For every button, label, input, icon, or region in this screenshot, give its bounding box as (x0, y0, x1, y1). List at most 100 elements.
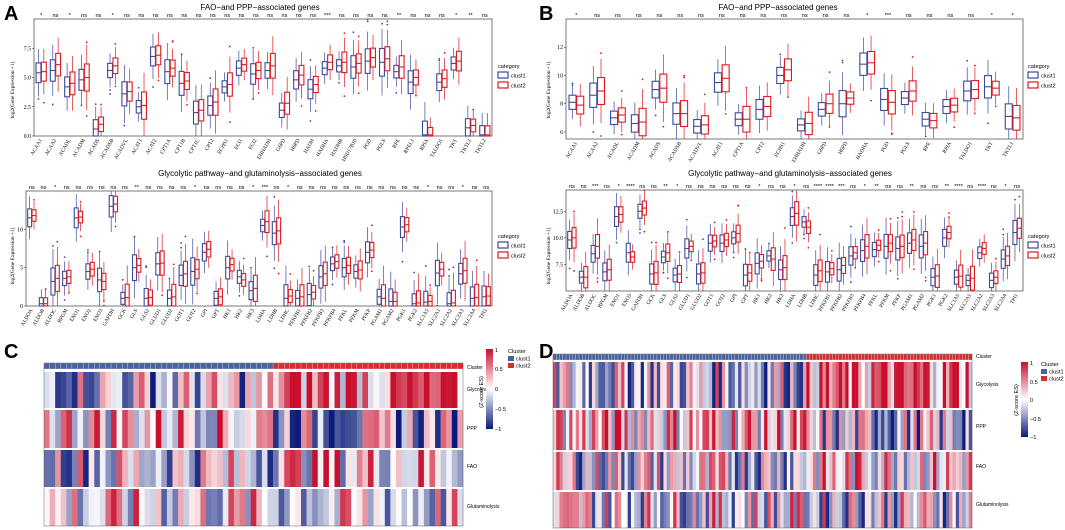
heatmap-cell (300, 410, 307, 448)
outlier-point (357, 92, 360, 95)
heatmap-cell (614, 362, 619, 408)
box (283, 284, 289, 307)
cluster-cell (923, 353, 927, 361)
gene-label: ACADM (626, 141, 641, 162)
box (299, 284, 305, 307)
gene-label: TPI1 (478, 308, 489, 321)
cluster-cell (900, 353, 905, 361)
y-tick-label: 10.0 (553, 236, 563, 242)
outlier-point (912, 268, 915, 271)
outlier-point (366, 20, 369, 23)
outlier-point (257, 92, 260, 94)
heatmap-cell (601, 362, 606, 408)
significance-label: ns (378, 185, 384, 191)
heatmap-frame (43, 362, 464, 527)
heatmap-cell (351, 450, 358, 487)
significance-label: ** (468, 13, 473, 19)
heatmap-cell (903, 492, 908, 528)
heatmap-cell (127, 450, 134, 487)
outlier-point (366, 18, 369, 21)
heatmap-cell (673, 362, 677, 408)
heatmap-cell (457, 410, 464, 448)
heatmap-cell (790, 410, 794, 450)
heatmap-cell (881, 452, 885, 490)
heatmap-cell (412, 372, 419, 408)
heatmap-cell (133, 372, 140, 408)
outlier-point (744, 248, 747, 250)
outlier-point (662, 125, 665, 128)
heatmap-cell (562, 492, 567, 528)
cluster-cell (289, 362, 296, 370)
heatmap-cell (144, 489, 151, 526)
gene-label: GCK (117, 308, 128, 321)
gene-label: GPT (211, 307, 222, 319)
cluster-cell (786, 353, 791, 361)
cluster-cell (116, 362, 123, 370)
heatmap-cell (728, 452, 732, 490)
heatmap-cell (907, 452, 911, 490)
heatmap-cell (650, 452, 654, 490)
heatmap-cell (116, 450, 123, 487)
heatmap-cell (900, 492, 904, 528)
heatmap-cell (49, 489, 56, 526)
significance-label: ns (410, 13, 416, 19)
heatmap-cell (738, 362, 742, 408)
cluster-cell (673, 353, 677, 361)
cluster-cell (82, 362, 90, 370)
legend-title: category (1028, 64, 1050, 70)
heatmap-cell (261, 372, 268, 408)
outlier-point (760, 277, 763, 280)
heatmap-cell (379, 410, 385, 448)
cluster-cell (897, 353, 901, 361)
heatmap-cell (916, 410, 921, 450)
heatmap-cell (194, 450, 201, 487)
cluster-cell (284, 362, 291, 370)
significance-label: ns (382, 13, 388, 19)
significance-label: ns (87, 185, 93, 191)
cluster-legend-title: Cluster (508, 349, 526, 355)
heatmap-cell (721, 410, 726, 450)
heatmap-cell (323, 450, 330, 487)
heatmap-cell (916, 452, 921, 490)
significance-label: *** (592, 184, 599, 190)
heatmap-cell (738, 492, 742, 528)
heatmap-cell (194, 372, 201, 408)
legend-swatch-clust2 (497, 81, 509, 89)
cluster-cell (650, 353, 655, 361)
cluster-cell (278, 362, 285, 370)
cluster-cell (695, 353, 700, 361)
heatmap-cell (910, 362, 914, 408)
heatmap-cell (44, 372, 50, 408)
cluster-cell (822, 353, 827, 361)
cluster-cell (666, 353, 671, 361)
outlier-point (42, 101, 45, 104)
heatmap-cell (868, 492, 872, 528)
heatmap-cell (673, 410, 677, 450)
heatmap-cell (812, 410, 817, 450)
heatmap-cell (955, 452, 960, 490)
cluster-cell (582, 353, 586, 361)
heatmap-cell (829, 410, 833, 450)
heatmap-cell (598, 492, 602, 528)
gene-label: GLUD2 (160, 308, 174, 327)
heatmap-cell (194, 410, 201, 448)
outlier-point (436, 304, 439, 307)
heatmap-cell (868, 362, 872, 408)
panel-c-row-ppp: PPP (467, 426, 478, 432)
cluster-cell (423, 362, 430, 370)
cluster-cell (838, 353, 843, 361)
heatmap-cell (55, 410, 61, 448)
heatmap-cell (640, 452, 645, 490)
panel-d-row-fao: FAO (976, 464, 986, 470)
gene-label: TALDO1 (958, 141, 974, 162)
heatmap-cell (55, 489, 61, 526)
heatmap-cell (105, 489, 112, 526)
heatmap-cell (692, 362, 697, 408)
outlier-point (33, 198, 35, 201)
heatmap-cell (754, 452, 758, 490)
heatmap-cell (796, 410, 801, 450)
heatmap-cell (855, 362, 859, 408)
significance-label: * (455, 13, 458, 19)
cluster-cell (955, 353, 960, 361)
cluster-cell (754, 353, 758, 361)
